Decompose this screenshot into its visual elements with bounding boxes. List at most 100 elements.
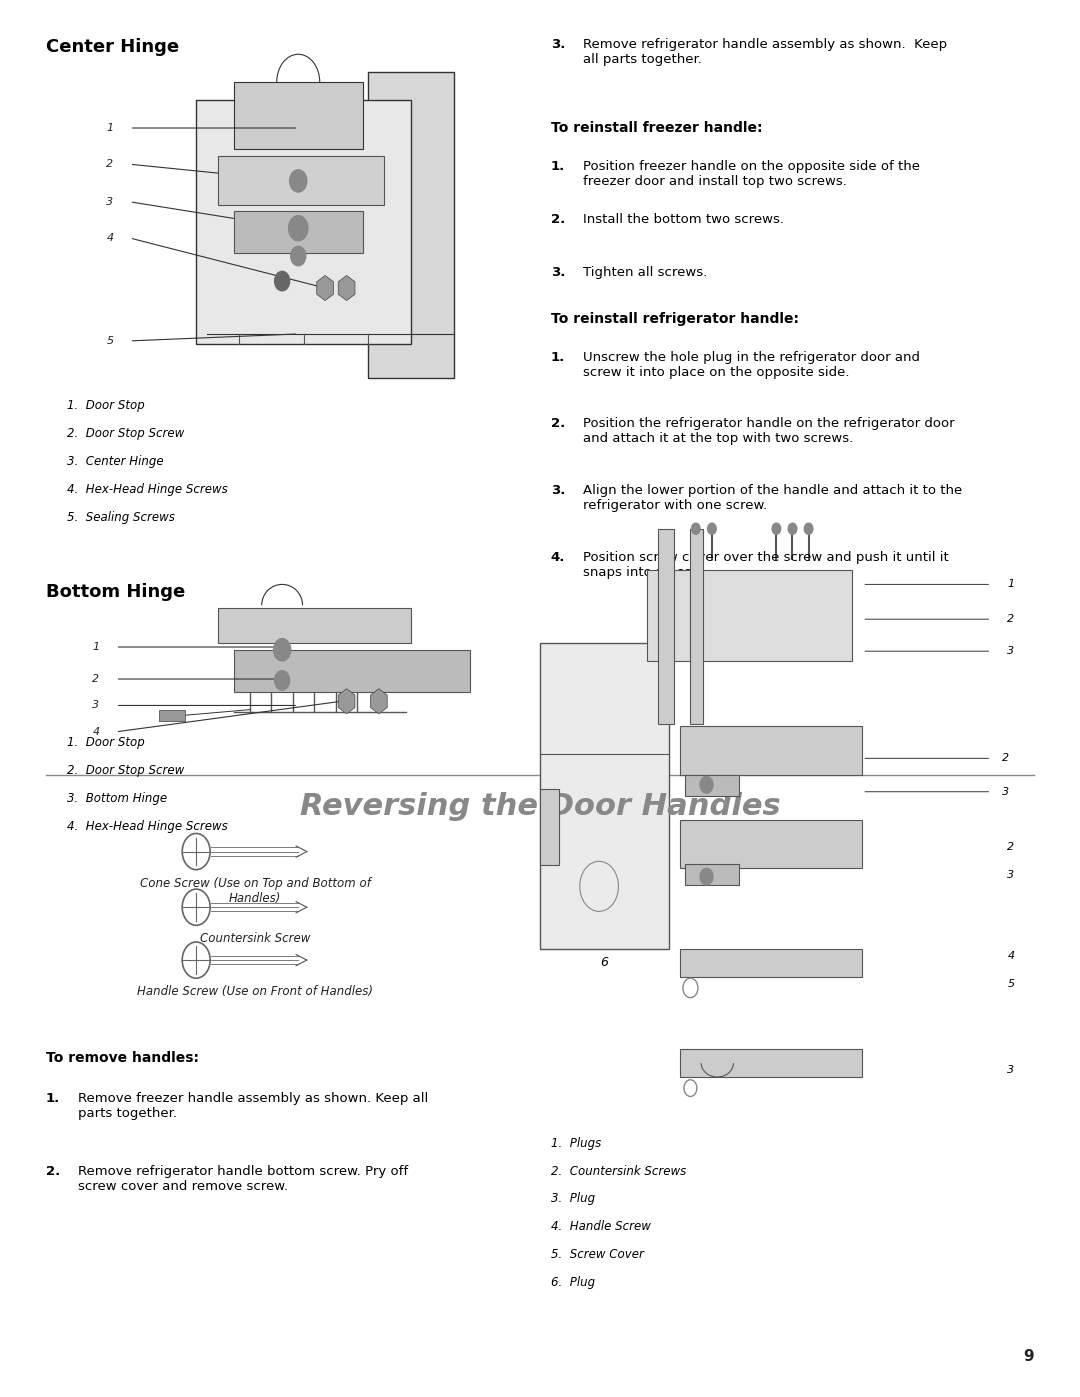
Text: To reinstall freezer handle:: To reinstall freezer handle:	[551, 122, 762, 136]
Text: 1.: 1.	[551, 351, 565, 363]
Text: 4: 4	[93, 726, 99, 736]
Text: 1.  Door Stop: 1. Door Stop	[67, 400, 145, 412]
FancyBboxPatch shape	[368, 73, 454, 379]
Circle shape	[700, 869, 713, 884]
Text: Countersink Screw: Countersink Screw	[200, 932, 310, 946]
Text: 4.  Hex-Head Hinge Screws: 4. Hex-Head Hinge Screws	[67, 820, 228, 833]
FancyBboxPatch shape	[679, 726, 862, 775]
Text: 2: 2	[1008, 842, 1014, 852]
Text: 1.  Door Stop: 1. Door Stop	[67, 736, 145, 749]
Text: 4.  Hex-Head Hinge Screws: 4. Hex-Head Hinge Screws	[67, 483, 228, 496]
Text: 3.  Center Hinge: 3. Center Hinge	[67, 455, 164, 468]
Circle shape	[772, 524, 781, 534]
FancyBboxPatch shape	[159, 710, 186, 721]
Text: 9: 9	[1024, 1348, 1035, 1363]
Text: Cone Screw (Use on Top and Bottom of
Handles): Cone Screw (Use on Top and Bottom of Han…	[139, 876, 370, 905]
Text: 2.: 2.	[551, 418, 565, 430]
Text: 6: 6	[600, 956, 608, 970]
FancyBboxPatch shape	[690, 528, 703, 724]
Text: 4.  Handle Screw: 4. Handle Screw	[551, 1221, 650, 1234]
Circle shape	[289, 170, 307, 191]
Text: 5: 5	[106, 335, 113, 346]
Text: Reversing the Door Handles: Reversing the Door Handles	[299, 792, 781, 820]
Text: 1.  Plugs: 1. Plugs	[551, 1137, 600, 1150]
Text: 2: 2	[93, 673, 99, 685]
FancyBboxPatch shape	[233, 82, 363, 149]
Text: To remove handles:: To remove handles:	[45, 1051, 199, 1065]
Text: Remove freezer handle assembly as shown. Keep all
parts together.: Remove freezer handle assembly as shown.…	[78, 1092, 429, 1120]
Text: 3: 3	[1002, 787, 1009, 796]
Text: 3.: 3.	[551, 38, 565, 50]
Circle shape	[691, 524, 700, 534]
Text: Position freezer handle on the opposite side of the
freezer door and install top: Position freezer handle on the opposite …	[583, 161, 920, 189]
FancyBboxPatch shape	[218, 608, 411, 643]
Text: 3: 3	[1008, 647, 1014, 657]
Text: Bottom Hinge: Bottom Hinge	[45, 583, 185, 601]
FancyBboxPatch shape	[685, 775, 739, 796]
Text: 3.: 3.	[551, 265, 565, 279]
Text: Remove refrigerator handle assembly as shown.  Keep
all parts together.: Remove refrigerator handle assembly as s…	[583, 38, 947, 66]
Text: 1: 1	[93, 643, 99, 652]
Text: 3: 3	[106, 197, 113, 207]
Text: Center Hinge: Center Hinge	[45, 38, 179, 56]
FancyBboxPatch shape	[233, 650, 470, 692]
Text: 3: 3	[1008, 1065, 1014, 1076]
Circle shape	[707, 524, 716, 534]
Text: 2.  Door Stop Screw: 2. Door Stop Screw	[67, 764, 185, 777]
FancyBboxPatch shape	[540, 643, 669, 949]
Text: 5.  Screw Cover: 5. Screw Cover	[551, 1248, 644, 1261]
FancyBboxPatch shape	[540, 789, 559, 866]
Text: 2.  Door Stop Screw: 2. Door Stop Screw	[67, 427, 185, 440]
Text: 5.  Sealing Screws: 5. Sealing Screws	[67, 511, 175, 524]
Circle shape	[291, 246, 306, 265]
Text: 4: 4	[106, 233, 113, 243]
FancyBboxPatch shape	[679, 820, 862, 869]
Text: 1.: 1.	[551, 161, 565, 173]
Text: To reinstall refrigerator handle:: To reinstall refrigerator handle:	[551, 312, 799, 326]
Text: Tighten all screws.: Tighten all screws.	[583, 265, 707, 279]
Text: 4: 4	[1008, 951, 1014, 961]
Polygon shape	[338, 689, 355, 714]
FancyBboxPatch shape	[679, 1049, 862, 1077]
Text: 2.: 2.	[551, 212, 565, 226]
Text: 6.  Plug: 6. Plug	[551, 1275, 595, 1289]
Circle shape	[288, 215, 308, 240]
Text: 2: 2	[1002, 753, 1009, 763]
FancyBboxPatch shape	[197, 101, 411, 344]
Text: 1: 1	[1008, 580, 1014, 590]
Polygon shape	[370, 689, 388, 714]
Circle shape	[274, 271, 289, 291]
Text: 2: 2	[1008, 615, 1014, 624]
Text: 4.: 4.	[551, 550, 565, 564]
Circle shape	[788, 524, 797, 534]
Text: 3.  Bottom Hinge: 3. Bottom Hinge	[67, 792, 167, 805]
Text: 3.  Plug: 3. Plug	[551, 1193, 595, 1206]
FancyBboxPatch shape	[218, 156, 384, 204]
Text: 5: 5	[1008, 979, 1014, 989]
Circle shape	[273, 638, 291, 661]
Text: Unscrew the hole plug in the refrigerator door and
screw it into place on the op: Unscrew the hole plug in the refrigerato…	[583, 351, 920, 379]
Polygon shape	[316, 275, 334, 300]
Text: 1: 1	[106, 123, 113, 133]
FancyBboxPatch shape	[647, 570, 852, 661]
FancyBboxPatch shape	[233, 211, 363, 253]
FancyBboxPatch shape	[658, 528, 674, 724]
Text: Remove refrigerator handle bottom screw. Pry off
screw cover and remove screw.: Remove refrigerator handle bottom screw.…	[78, 1165, 408, 1193]
Text: Position screw cover over the screw and push it until it
snaps into place.: Position screw cover over the screw and …	[583, 550, 948, 578]
Text: Handle Screw (Use on Front of Handles): Handle Screw (Use on Front of Handles)	[137, 985, 374, 997]
Circle shape	[805, 524, 813, 534]
FancyBboxPatch shape	[685, 865, 739, 884]
Text: Install the bottom two screws.: Install the bottom two screws.	[583, 212, 784, 226]
Text: Align the lower portion of the handle and attach it to the
refrigerator with one: Align the lower portion of the handle an…	[583, 485, 962, 513]
Text: 1.: 1.	[45, 1092, 60, 1105]
Circle shape	[700, 777, 713, 793]
Polygon shape	[338, 275, 355, 300]
Text: 2: 2	[106, 159, 113, 169]
Text: 3: 3	[1008, 870, 1014, 880]
Text: 2.: 2.	[45, 1165, 60, 1178]
Circle shape	[274, 671, 289, 690]
FancyBboxPatch shape	[679, 949, 862, 977]
Text: 2.  Countersink Screws: 2. Countersink Screws	[551, 1165, 686, 1178]
Text: 3: 3	[93, 700, 99, 711]
Text: 3.: 3.	[551, 485, 565, 497]
